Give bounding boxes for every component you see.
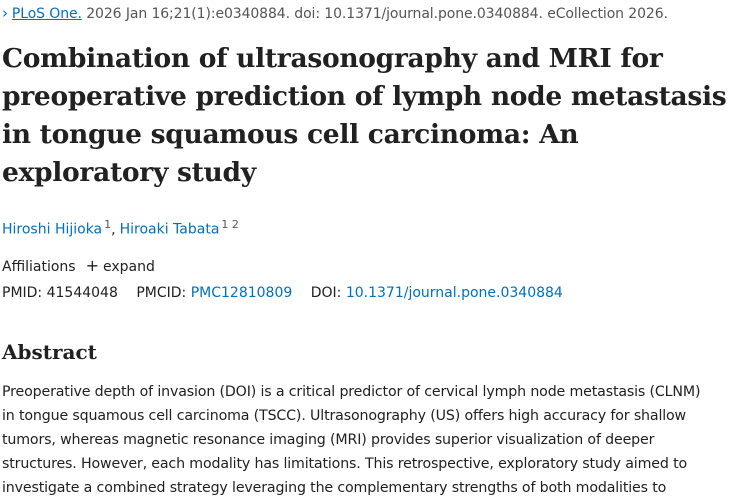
pmid-label: PMID:: [2, 285, 43, 301]
pmcid-link[interactable]: PMC12810809: [190, 285, 293, 301]
author-list: Hiroshi Hijioka 1, Hiroaki Tabata 1 2: [2, 218, 239, 238]
abstract-line: investigate a combined strategy leveragi…: [2, 480, 667, 496]
author-separator: ,: [111, 221, 116, 238]
author-affiliation-ref[interactable]: 1: [104, 218, 112, 231]
affiliations-label: Affiliations: [2, 259, 76, 275]
author-link[interactable]: Hiroshi Hijioka: [2, 221, 103, 238]
abstract-line: Preoperative depth of invasion (DOI) is …: [2, 384, 701, 400]
citation-details: 2026 Jan 16;21(1):e0340884. doi: 10.1371…: [86, 6, 668, 22]
affiliations-toggle[interactable]: Affiliations + expand: [2, 256, 155, 275]
identifiers: PMID: 41544048 PMCID: PMC12810809 DOI: 1…: [2, 285, 563, 301]
plus-icon: +: [85, 256, 99, 275]
abstract-line: structures. However, each modality has l…: [2, 456, 688, 472]
citation-line: › PLoS One. 2026 Jan 16;21(1):e0340884. d…: [2, 4, 668, 22]
journal-link[interactable]: PLoS One.: [11, 6, 82, 22]
pmcid-label: PMCID:: [136, 285, 187, 301]
abstract-text: Preoperative depth of invasion (DOI) is …: [2, 380, 748, 500]
chevron-right-icon[interactable]: ›: [2, 4, 8, 22]
author-link[interactable]: Hiroaki Tabata: [119, 221, 220, 238]
pmid-value: 41544048: [46, 285, 118, 301]
author-affiliation-ref[interactable]: 1 2: [221, 218, 239, 231]
abstract-heading: Abstract: [2, 340, 97, 364]
article-title: Combination of ultrasonography and MRI f…: [2, 43, 727, 188]
doi-label: DOI:: [310, 285, 342, 301]
abstract-line: tumors, whereas magnetic resonance imagi…: [2, 432, 655, 448]
doi-link[interactable]: 10.1371/journal.pone.0340884: [345, 285, 563, 301]
expand-label[interactable]: expand: [103, 259, 155, 275]
abstract-line: in tongue squamous cell carcinoma (TSCC)…: [2, 408, 687, 424]
